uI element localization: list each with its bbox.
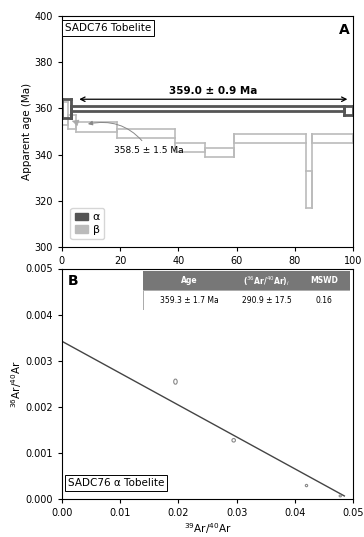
Text: 359.0 ± 0.9 Ma: 359.0 ± 0.9 Ma xyxy=(169,86,257,97)
Text: 358.5 ± 1.5 Ma: 358.5 ± 1.5 Ma xyxy=(89,121,184,155)
X-axis label: %$^{39}$Ar$_{K}$: %$^{39}$Ar$_{K}$ xyxy=(189,269,226,285)
X-axis label: $^{39}$Ar/$^{40}$Ar: $^{39}$Ar/$^{40}$Ar xyxy=(184,521,231,536)
Text: SADC76 α Tobelite: SADC76 α Tobelite xyxy=(68,478,164,488)
Text: SADC76 Tobelite: SADC76 Tobelite xyxy=(65,23,151,33)
Legend: α, β: α, β xyxy=(70,208,104,239)
Y-axis label: $^{36}$Ar/$^{40}$Ar: $^{36}$Ar/$^{40}$Ar xyxy=(9,360,24,408)
Text: A: A xyxy=(339,23,350,37)
Text: B: B xyxy=(68,274,78,288)
Y-axis label: Apparent age (Ma): Apparent age (Ma) xyxy=(21,83,32,180)
